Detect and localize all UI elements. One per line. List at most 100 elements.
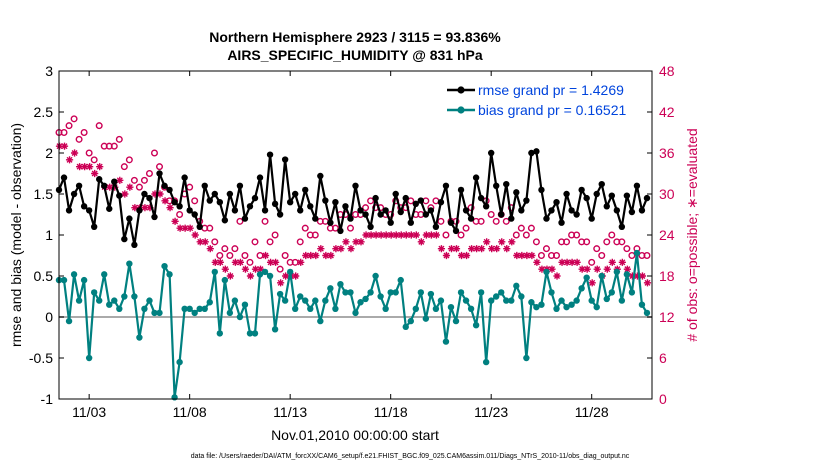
evaluated-obs-marker [588, 279, 596, 287]
rmse-point [96, 176, 103, 183]
y-left-tick-label: 1.5 [34, 186, 54, 202]
bias-point [528, 299, 535, 306]
y-right-tick-label: 12 [659, 309, 675, 325]
possible-obs-marker [276, 265, 284, 273]
bias-point [271, 326, 279, 333]
evaluated-obs-marker [322, 251, 330, 260]
rmse-point [643, 194, 651, 202]
bias-point [387, 289, 394, 296]
rmse-point [422, 211, 430, 218]
bias-point [357, 299, 364, 306]
possible-obs-marker [522, 231, 530, 239]
evaluated-obs-marker [146, 204, 154, 212]
evaluated-obs-marker [467, 245, 476, 253]
rmse-point [191, 211, 198, 218]
bias-point [181, 305, 188, 312]
bias-point [457, 289, 465, 296]
bias-point [568, 301, 575, 308]
rmse-point [241, 215, 249, 222]
y-axis-label-right: # of obs: o=possible; ∗=evaluated [684, 128, 700, 341]
evaluated-obs-marker [116, 176, 124, 184]
evaluated-obs-marker [558, 258, 566, 266]
evaluated-obs-marker [131, 204, 139, 212]
rmse-point [447, 219, 455, 226]
y-right-tick-label: 24 [659, 227, 675, 243]
rmse-point [80, 203, 88, 210]
bias-point [352, 309, 359, 317]
rmse-point [508, 215, 515, 222]
evaluated-obs-marker [457, 251, 466, 260]
bias-point [427, 290, 435, 298]
axis-ticks: -1-0.500.511.522.53061218243036424811/03… [29, 63, 675, 420]
bias-point [161, 262, 168, 270]
possible-obs-marker [311, 231, 319, 239]
possible-obs-marker [211, 238, 219, 246]
evaluated-obs-marker [151, 190, 159, 198]
rmse-point [131, 241, 138, 249]
rmse-point [90, 223, 98, 230]
legend-rmse-marker [457, 86, 465, 94]
rmse-point [477, 194, 485, 202]
bias-point [508, 297, 515, 304]
bias-point [503, 297, 510, 304]
evaluated-obs-marker [377, 231, 385, 239]
rmse-point [161, 182, 168, 189]
x-tick-label: 11/28 [575, 404, 609, 420]
evaluated-obs-marker [70, 149, 79, 157]
bias-point [302, 297, 309, 304]
bias-point [407, 317, 414, 325]
y-left-tick-label: 1 [45, 227, 53, 243]
bias-point [477, 289, 485, 296]
rmse-point [442, 182, 450, 189]
evaluated-obs-marker [407, 231, 415, 239]
rmse-point [322, 197, 329, 204]
possible-obs-marker [221, 245, 229, 253]
evaluated-obs-marker [508, 238, 516, 246]
bias-point [85, 354, 93, 362]
x-tick-label: 11/23 [474, 404, 508, 420]
bias-point [518, 293, 525, 300]
evaluated-obs-marker [91, 169, 99, 178]
evaluated-obs-marker [327, 251, 335, 260]
bias-point [493, 293, 500, 300]
rmse-point [372, 194, 379, 202]
bias-point [261, 268, 269, 276]
evaluated-obs-marker [186, 224, 194, 232]
rmse-series [55, 148, 651, 249]
bias-point [206, 299, 213, 306]
bias-point [151, 309, 158, 317]
evaluated-obs-marker [86, 163, 94, 171]
bias-point [578, 285, 585, 292]
bias-point [498, 289, 505, 296]
possible-obs-marker [216, 251, 224, 259]
rmse-point [513, 189, 520, 196]
evaluated-obs-marker [583, 265, 591, 273]
rmse-point [261, 207, 269, 214]
evaluated-obs-marker [568, 258, 576, 266]
bias-point [312, 297, 319, 304]
bias-point [337, 281, 344, 288]
evaluated-obs-marker [513, 251, 521, 260]
x-axis-label: Nov.01,2010 00:00:00 start [271, 427, 439, 443]
rmse-point [271, 200, 279, 208]
possible-obs-marker [573, 231, 581, 239]
possible-obs-marker [362, 204, 370, 212]
evaluated-obs-marker [76, 163, 84, 171]
evaluated-obs-marker [292, 272, 300, 280]
bias-point [608, 289, 615, 296]
bias-point [613, 268, 621, 276]
bias-point [342, 289, 349, 296]
rmse-point [156, 170, 163, 177]
rmse-point [171, 199, 178, 206]
possible-obs-marker [301, 224, 309, 232]
rmse-point [417, 197, 425, 204]
rmse-point [281, 156, 289, 163]
evaluated-obs-marker [211, 258, 219, 266]
rmse-point [362, 211, 369, 218]
possible-obs-marker [85, 149, 93, 157]
evaluated-obs-marker [462, 251, 471, 260]
evaluated-obs-marker [427, 231, 435, 239]
y-left-tick-label: 0 [45, 309, 53, 325]
possible-obs-marker [492, 217, 500, 225]
rmse-point [553, 199, 560, 206]
